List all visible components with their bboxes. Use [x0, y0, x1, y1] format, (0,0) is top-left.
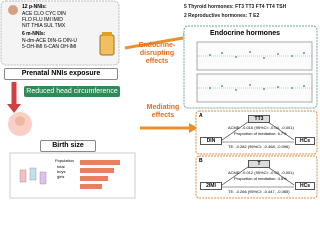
- total-effect: TE: -0.266 (95%CI: -0.447, -0.085): [228, 189, 290, 194]
- endocrine-label: Endocrine-disrupting effects: [138, 42, 176, 65]
- exposure: 2IMI: [200, 182, 222, 190]
- mediating-label: Mediating effects: [146, 104, 180, 119]
- reproductive: 2 Reproductive hormones: T E2: [184, 13, 260, 19]
- m-row: 5-OH-IMI 6-CAN OH-IMI: [22, 44, 77, 50]
- tag: A: [199, 113, 203, 119]
- total-effect: TE: -0.282 (95%CI: -0.468, -0.096): [228, 144, 290, 149]
- mediator: TT3: [248, 115, 270, 123]
- head-label: Reduced head circumference: [24, 86, 120, 97]
- thyroid: 5 Thyroid hormones: FT3 TT3 FT4 TT4 TSH: [184, 4, 287, 10]
- legend-item: boys: [57, 169, 66, 174]
- legend-item: girls: [57, 174, 65, 179]
- acme: ACME: -0.016 (95%CI: -0.04, -0.001): [228, 125, 294, 130]
- panel-title: Endocrine hormones: [210, 30, 281, 37]
- tag: B: [199, 158, 203, 164]
- exposure: DIN: [200, 137, 222, 145]
- m-title: 6 m-NNIs:: [22, 31, 46, 37]
- exposure-label: Prenatal NNIs exposure: [4, 68, 118, 80]
- acme: ACME: -0.012 (95%CI: -0.03, -0.001): [228, 170, 294, 175]
- outcome: HCs: [295, 182, 315, 190]
- legend-title: Population: [55, 158, 74, 163]
- m-row: N-dm-ACE DIN-G DIN-U: [22, 38, 77, 44]
- legend-item: total: [57, 164, 65, 169]
- birth-size: Birth size: [40, 140, 96, 152]
- p-title: 12 p-NNIs:: [22, 4, 47, 10]
- p-row: NIT THIA SUL TMX: [22, 23, 66, 29]
- decorations: [0, 0, 318, 199]
- mediator: T: [248, 160, 270, 168]
- p-row: FLO FLU IMI IMID: [22, 17, 63, 23]
- proportion: Proportion of mediation: 6.7%: [234, 131, 287, 136]
- graphical-abstract: 12 p-NNIs: ACE CLO CYC DIN FLO FLU IMI I…: [0, 0, 319, 200]
- p-row: ACE CLO CYC DIN: [22, 11, 66, 17]
- outcome: HCs: [295, 137, 315, 145]
- proportion: Proportion of mediation: 4.5%: [234, 176, 287, 181]
